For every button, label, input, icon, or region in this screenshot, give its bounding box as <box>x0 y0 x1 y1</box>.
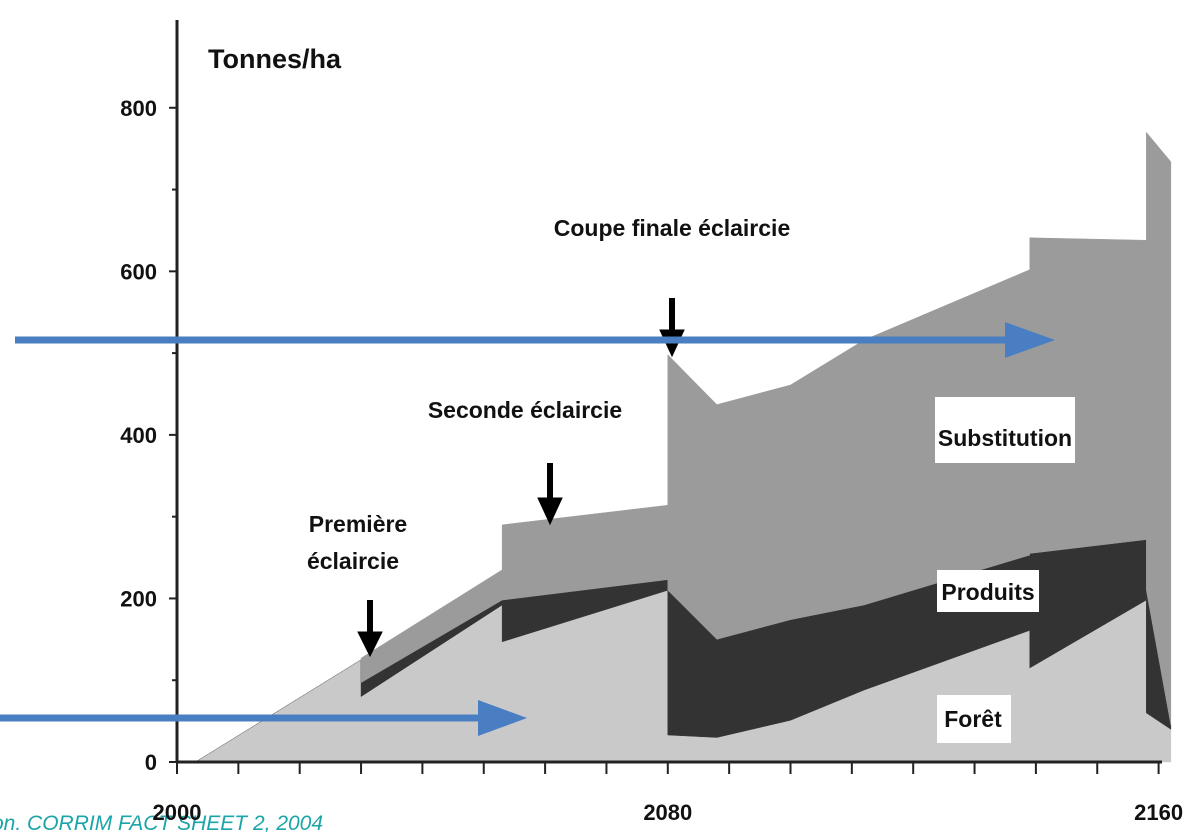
x-tick-label: 2000 <box>153 800 202 825</box>
series-label: Forêt <box>944 706 1002 732</box>
blue-arrow-head <box>478 700 527 736</box>
blue-arrow-head <box>1005 322 1055 358</box>
arrow-head <box>537 497 563 526</box>
annotation: Première <box>309 511 407 537</box>
y-axis-label: Tonnes/ha <box>208 44 342 74</box>
y-tick-label: 0 <box>145 750 157 775</box>
label-box <box>937 695 1011 743</box>
arrow-head <box>357 631 383 658</box>
axes: 0 200 400 600 800 <box>120 20 1162 775</box>
annotation: Seconde éclaircie <box>428 397 622 423</box>
source: on. CORRIM FACT SHEET 2, 2004 <box>0 812 323 832</box>
x-tick-label: 2160 <box>1134 800 1183 825</box>
y-tick-label: 400 <box>120 423 157 448</box>
overlay-arrows <box>0 322 1055 736</box>
series-label: Substitution <box>938 425 1072 451</box>
x-tick-label: 2080 <box>643 800 692 825</box>
area <box>195 131 1172 763</box>
label-box <box>937 570 1039 612</box>
series-label: Produits <box>941 579 1034 605</box>
annotation: éclaircie <box>307 548 399 574</box>
x-labels: 2000 2080 2160 <box>153 800 1184 825</box>
annotation: Coupe finale éclaircie <box>554 215 790 241</box>
y-tick-label: 200 <box>120 586 157 611</box>
y-tick-label: 800 <box>120 96 157 121</box>
y-tick-label: 600 <box>120 259 157 284</box>
label-box <box>935 397 1075 463</box>
